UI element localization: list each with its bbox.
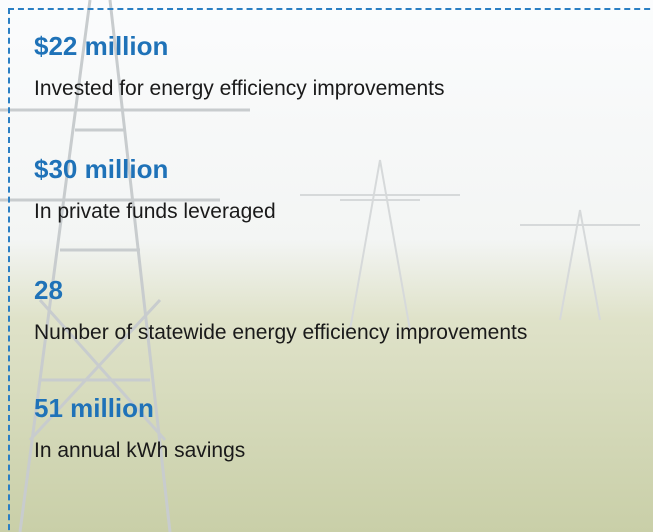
stat-description: Invested for energy efficiency improveme… <box>34 72 574 106</box>
infographic: $22 million Invested for energy efficienc… <box>0 0 653 532</box>
stat-item: $22 million Invested for energy efficienc… <box>34 24 574 106</box>
stat-value: 51 million <box>34 386 574 430</box>
stat-item: 28 Number of statewide energy efficiency … <box>34 268 574 350</box>
stat-item: $30 million In private funds leveraged <box>34 147 574 229</box>
stat-description: Number of statewide energy efficiency im… <box>34 316 574 350</box>
stat-value: $30 million <box>34 147 574 191</box>
stat-description: In private funds leveraged <box>34 195 574 229</box>
stat-value: $22 million <box>34 24 574 68</box>
stat-description: In annual kWh savings <box>34 434 574 468</box>
stat-item: 51 million In annual kWh savings <box>34 386 574 468</box>
stat-value: 28 <box>34 268 574 312</box>
